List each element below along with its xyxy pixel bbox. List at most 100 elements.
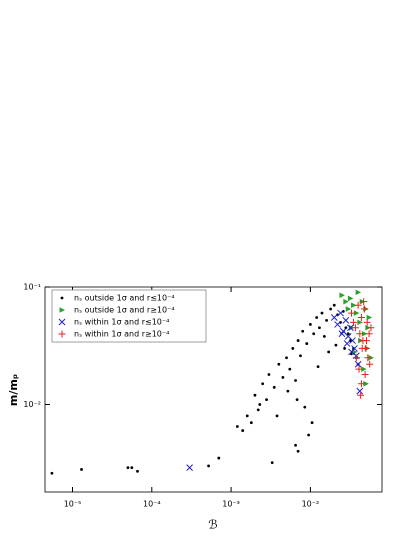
- point: [325, 318, 328, 322]
- point: [294, 379, 297, 382]
- plot-frame: [44, 286, 383, 493]
- legend-marker: [59, 307, 65, 313]
- legend-box: [51, 289, 207, 343]
- point: [261, 382, 265, 386]
- point: [186, 464, 193, 472]
- legend-label: nₛ within 1σ and r≥10⁻⁴: [74, 330, 169, 339]
- point: [277, 362, 281, 366]
- point: [349, 324, 355, 331]
- point: [270, 461, 274, 465]
- point: [363, 381, 369, 387]
- point: [307, 433, 311, 437]
- point: [126, 466, 130, 470]
- point: [342, 317, 350, 324]
- point: [50, 471, 54, 475]
- point: [357, 391, 365, 399]
- point: [275, 414, 279, 418]
- point: [320, 311, 324, 315]
- point: [296, 339, 300, 342]
- y-axis-label: m/mₚ: [7, 374, 20, 406]
- point: [291, 347, 295, 350]
- x-tick-label: 10⁻²: [302, 500, 320, 509]
- y-tick-label: 10⁻¹: [23, 283, 41, 292]
- point: [355, 365, 363, 373]
- point: [249, 421, 253, 425]
- legend-marker: [60, 296, 64, 300]
- legend-marker: [58, 330, 66, 338]
- point: [258, 403, 262, 406]
- point: [347, 324, 354, 332]
- point: [294, 443, 297, 447]
- point: [299, 354, 302, 358]
- point: [352, 354, 360, 362]
- x-tick-label: 10⁻⁴: [143, 500, 161, 509]
- point: [207, 464, 210, 468]
- point: [256, 408, 260, 412]
- point: [334, 321, 341, 328]
- point: [330, 314, 338, 321]
- point: [316, 365, 320, 369]
- point: [361, 366, 367, 372]
- point: [366, 360, 374, 368]
- point: [245, 414, 249, 418]
- point: [346, 332, 350, 336]
- point: [305, 342, 309, 345]
- point: [353, 310, 360, 316]
- point: [303, 405, 307, 409]
- point: [349, 337, 356, 344]
- point: [308, 323, 312, 326]
- point: [334, 343, 338, 347]
- point: [327, 350, 331, 354]
- x-axis-label: ℬ: [208, 518, 217, 532]
- point: [347, 295, 354, 302]
- legend-label: nₛ outside 1σ and r≤10⁻⁴: [74, 294, 175, 303]
- point: [348, 348, 355, 356]
- point: [357, 380, 365, 388]
- point: [366, 314, 373, 321]
- point: [367, 324, 375, 332]
- legend: nₛ outside 1σ and r≤10⁻⁴ nₛ outside 1σ an…: [51, 289, 207, 343]
- point: [364, 354, 372, 362]
- point: [351, 302, 357, 309]
- point: [329, 307, 333, 311]
- legend-marker: [58, 318, 66, 326]
- point: [267, 373, 271, 376]
- point: [322, 334, 326, 338]
- point: [312, 332, 316, 336]
- point: [360, 305, 368, 313]
- point: [360, 298, 368, 306]
- point: [295, 398, 299, 402]
- point: [286, 389, 290, 393]
- legend-label: nₛ within 1σ and r≤10⁻⁴: [74, 318, 169, 327]
- point: [265, 398, 268, 402]
- point: [365, 330, 373, 338]
- point: [351, 324, 359, 332]
- point: [241, 429, 245, 432]
- point: [332, 303, 336, 307]
- point: [361, 330, 368, 337]
- point: [363, 318, 371, 326]
- point: [217, 456, 221, 460]
- point: [338, 330, 346, 338]
- point: [281, 376, 285, 379]
- point: [357, 314, 365, 322]
- point: [235, 425, 239, 428]
- point: [362, 337, 370, 345]
- point: [318, 326, 321, 330]
- legend-label: nₛ outside 1σ and r≥10⁻⁴: [74, 306, 175, 315]
- point: [315, 316, 319, 319]
- point: [356, 330, 364, 338]
- point: [356, 387, 364, 395]
- point: [310, 421, 314, 425]
- point: [301, 329, 305, 333]
- point: [350, 318, 358, 326]
- point: [357, 319, 363, 326]
- point: [345, 306, 352, 312]
- point: [339, 292, 345, 299]
- point: [253, 393, 257, 397]
- point: [130, 466, 134, 470]
- point: [343, 340, 351, 347]
- point: [272, 385, 276, 389]
- point: [358, 344, 366, 352]
